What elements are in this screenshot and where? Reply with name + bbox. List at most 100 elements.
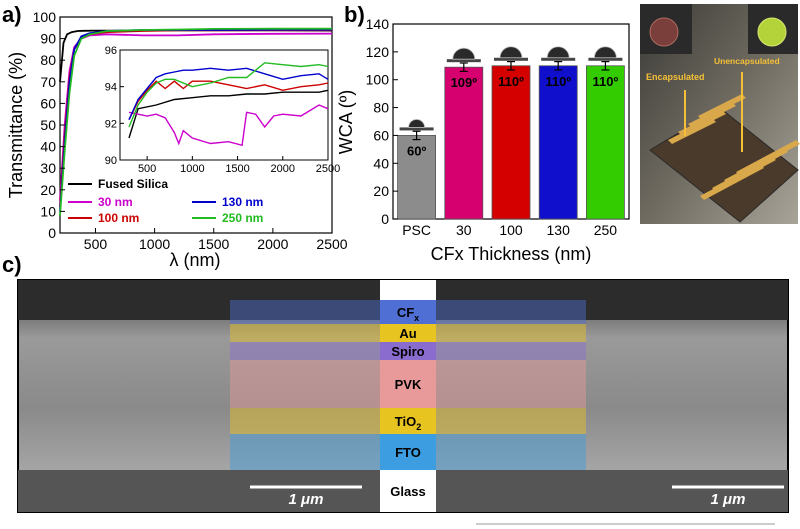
- data-label-130: 110º: [545, 74, 571, 89]
- encapsulated-droplet: [649, 17, 679, 47]
- wca-chart: 60º 109º 110º 110º 110º PSC 30 100 130 250 0 20 40 6…: [336, 16, 630, 264]
- b-y-tick-label: 20: [373, 183, 389, 199]
- layer-swatch-3: [380, 360, 436, 408]
- data-label-100: 110º: [498, 74, 524, 89]
- electrode-upper-3: [698, 94, 746, 120]
- panel-a-label: a): [2, 2, 22, 27]
- inset-series-line-0: [128, 89, 329, 139]
- data-label-PSC: 60º: [407, 143, 426, 158]
- x-tick-label: 1000: [139, 236, 170, 252]
- layer-label-2: Spiro: [391, 344, 424, 359]
- inset-y-tick-label: 92: [105, 118, 117, 130]
- inset-y-tick-label: 94: [105, 82, 117, 94]
- layer-swatch-4: [380, 408, 436, 434]
- y-tick-label: 70: [40, 74, 56, 90]
- layer-label-main: Au: [399, 326, 416, 341]
- legend-label-3: 130 nm: [222, 195, 263, 209]
- layer-swatch-1: [380, 324, 436, 342]
- b-y-tick-label: 100: [366, 72, 390, 88]
- bar-PSC: [397, 135, 437, 220]
- layer-label-main: FTO: [395, 445, 421, 460]
- b-y-tick-label: 80: [373, 100, 389, 116]
- y-tick-label: 100: [33, 9, 57, 25]
- chart-a-legend: Fused Silica 30 nm 100 nm 130 nm 250 nm: [68, 177, 263, 225]
- gold-electrodes: [668, 94, 800, 200]
- scale-label-left: 1 μm: [289, 491, 324, 508]
- overlay-left-5: [230, 434, 380, 470]
- x-tick-label: 2000: [257, 236, 288, 252]
- legend-label-4: 250 nm: [222, 211, 263, 225]
- layer-label-subscript: x: [414, 313, 419, 323]
- bar-130: [538, 65, 578, 220]
- layer-swatch-0: [380, 300, 436, 324]
- legend-label-0: Fused Silica: [98, 177, 168, 191]
- y-tick-label: 80: [40, 52, 56, 68]
- inset-series-line-1: [128, 104, 329, 147]
- x-tick-label-30: 30: [456, 222, 472, 238]
- droplet-base-100: [494, 57, 528, 61]
- inset-x-tick-label: 500: [138, 163, 156, 175]
- layer-label-main: Glass: [390, 484, 425, 499]
- chart-b-xlabel: CFx Thickness (nm): [431, 244, 592, 264]
- bar-100: [491, 65, 531, 220]
- scale-label-right: 1 μm: [711, 491, 746, 508]
- layer-label-0: CFx: [397, 305, 419, 323]
- x-tick-label: 2500: [316, 236, 347, 252]
- droplet-base-30: [446, 59, 481, 63]
- chart-a-ticks: 500 1000 1500 2000 2500 0 10 20 30 40 50 60 70 80 90 10…: [33, 9, 348, 252]
- inset-x-tick-label: 2500: [316, 163, 340, 175]
- y-tick-label: 90: [40, 31, 56, 47]
- overlay-right-4: [436, 408, 586, 434]
- droplet-icon-250: [593, 46, 617, 59]
- sem-layer-overlays: [230, 300, 586, 470]
- droplet-base-130: [541, 57, 576, 61]
- legend-label-1: 30 nm: [98, 195, 133, 209]
- inset-y-tick-label: 90: [105, 155, 117, 167]
- overlay-right-3: [436, 360, 586, 408]
- legend-label-2: 100 nm: [98, 211, 139, 225]
- y-tick-label: 60: [40, 95, 56, 111]
- chart-a-xlabel: λ (nm): [170, 250, 221, 270]
- overlay-right-1: [436, 324, 586, 342]
- b-y-tick-label: 120: [366, 44, 390, 60]
- bar-30: [444, 66, 484, 220]
- electrode-lower-3: [736, 140, 800, 176]
- encapsulated-label: Encapsulated: [646, 72, 705, 82]
- x-tick-label: 1500: [198, 236, 229, 252]
- inset-series-line-3: [128, 67, 329, 120]
- inset-y-tick-label: 96: [105, 45, 117, 57]
- layer-label-4: TiO2: [395, 414, 421, 432]
- y-tick-label: 10: [40, 203, 56, 219]
- data-label-250: 110º: [593, 74, 619, 89]
- layer-label-main: TiO: [395, 414, 416, 429]
- b-y-tick-label: 0: [381, 211, 389, 227]
- layer-label-main: PVK: [395, 377, 422, 392]
- data-label-30: 109º: [451, 75, 478, 90]
- chart-b-xlabel-text: CFx Thickness (nm): [431, 244, 592, 264]
- layer-label-subscript: 2: [416, 422, 421, 432]
- b-y-tick-label: 60: [373, 127, 389, 143]
- panel-c-label: c): [2, 252, 22, 277]
- inset-series-line-4: [128, 62, 329, 128]
- chart-b-ylabel: WCA (º): [336, 90, 356, 155]
- inset-x-tick-label: 1000: [180, 163, 204, 175]
- overlay-left-4: [230, 408, 380, 434]
- inset-series-line-2: [128, 80, 329, 121]
- overlay-left-0: [230, 300, 380, 324]
- y-tick-label: 0: [48, 225, 56, 241]
- x-tick-label-130: 130: [547, 222, 571, 238]
- x-tick-label-PSC: PSC: [402, 222, 431, 238]
- layer-swatch-5: [380, 434, 436, 470]
- sem-cross-section: CFx Au Spiro PVK TiO2 FTO Glass 1 μm 1 μm: [17, 279, 789, 513]
- series-line-4: [59, 27, 332, 216]
- inset-x-tick-label: 2000: [271, 163, 295, 175]
- layer-label-5: FTO: [395, 445, 421, 460]
- x-tick-label-250: 250: [594, 222, 618, 238]
- overlay-left-1: [230, 324, 380, 342]
- chart-b-bars: 60º 109º 110º 110º 110º: [397, 46, 625, 220]
- overlay-right-0: [436, 300, 586, 324]
- unencapsulated-droplet: [757, 17, 787, 47]
- layer-label-main: CF: [397, 305, 414, 320]
